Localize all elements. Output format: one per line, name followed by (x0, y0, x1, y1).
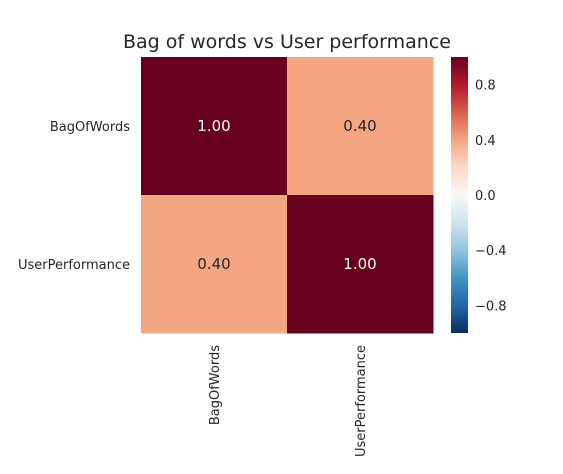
chart-title: Bag of words vs User performance (123, 31, 451, 53)
heatmap-cell-value: 0.40 (197, 255, 230, 273)
colorbar: 0.8 0.4 0.0 −0.4 −0.8 (451, 57, 507, 333)
heatmap-cell-value: 0.40 (343, 117, 376, 135)
heatmap-cell-labels: 1.00 0.40 0.40 1.00 (197, 117, 376, 273)
x-tick-labels: BagOfWords UserPerformance (208, 345, 369, 457)
colorbar-tick-label: −0.8 (475, 299, 507, 314)
y-tick-label: BagOfWords (50, 120, 130, 135)
heatmap-cell (287, 57, 434, 196)
heatmap-cell (141, 57, 288, 196)
colorbar-tick-label: 0.4 (475, 134, 496, 149)
x-tick-label: BagOfWords (208, 345, 223, 425)
y-tick-labels: BagOfWords UserPerformance (18, 120, 130, 273)
heatmap-cell-value: 1.00 (343, 255, 376, 273)
colorbar-tick-label: 0.8 (475, 79, 496, 94)
colorbar-gradient (451, 57, 468, 333)
x-tick-label: UserPerformance (354, 345, 369, 457)
colorbar-tick-label: 0.0 (475, 189, 496, 204)
heatmap-cell (141, 195, 288, 334)
heatmap-cell (287, 195, 434, 334)
heatmap-cells (141, 57, 434, 334)
y-tick-label: UserPerformance (18, 258, 130, 273)
colorbar-tick-label: −0.4 (475, 244, 507, 259)
heatmap-cell-value: 1.00 (197, 117, 230, 135)
